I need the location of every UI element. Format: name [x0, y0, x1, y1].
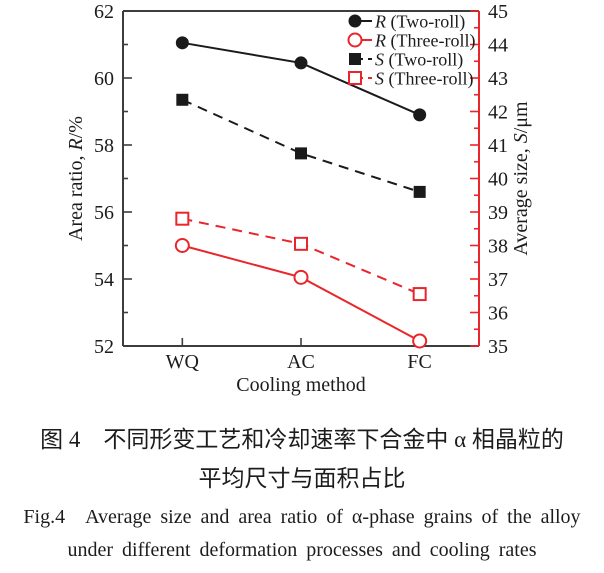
legend: R (Two-roll)R (Three-roll)S (Two-roll)S … — [347, 12, 475, 90]
caption-english-line1: Fig.4 Average size and area ratio of α-p… — [23, 506, 581, 528]
x-tick-label: WQ — [166, 351, 200, 373]
right-tick-label: 41 — [488, 135, 508, 157]
right-tick-label: 42 — [488, 102, 508, 124]
legend-item: S (Three-roll) — [348, 69, 473, 90]
right-tick-label: 37 — [488, 269, 508, 291]
legend-item: R (Three-roll) — [347, 31, 475, 52]
caption-chinese-line1: 图 4 不同形变工艺和冷却速率下合金中 α 相晶粒的 — [40, 427, 564, 452]
x-tick-label: FC — [407, 351, 431, 373]
left-tick-label: 52 — [94, 336, 114, 358]
legend-label: S (Three-roll) — [375, 69, 473, 90]
series-r-two-roll- — [175, 36, 427, 122]
legend-label: R (Two-roll) — [374, 12, 465, 33]
legend-label: S (Two-roll) — [375, 50, 463, 71]
left-tick-label: 54 — [94, 269, 114, 291]
series-r-three-roll- — [174, 238, 428, 349]
right-tick-label: 35 — [488, 336, 508, 358]
x-tick-label: AC — [287, 351, 315, 373]
right-tick-label: 45 — [488, 1, 508, 23]
line-chart: 52 54 56 58 60 62 35 36 37 38 39 40 41 42 43 44 45 WQ AC FC… — [65, 1, 532, 396]
series-s-two-roll- — [176, 93, 426, 198]
right-tick-label: 44 — [488, 35, 508, 57]
left-tick-label: 62 — [94, 1, 114, 23]
x-axis-title: Cooling method — [236, 374, 365, 396]
caption-chinese-line2: 平均尺寸与面积占比 — [198, 466, 406, 491]
right-tick-label: 36 — [488, 303, 508, 325]
right-tick-label: 38 — [488, 236, 508, 258]
left-tick-label: 60 — [94, 68, 114, 90]
left-axis: 52 54 56 58 60 62 — [94, 1, 132, 358]
left-tick-label: 56 — [94, 202, 114, 224]
legend-item: S (Two-roll) — [349, 50, 463, 71]
right-tick-label: 40 — [488, 169, 508, 191]
right-tick-label: 43 — [488, 68, 508, 90]
legend-item: R (Two-roll) — [348, 12, 465, 33]
caption-english-line2: under different deformation processes an… — [67, 539, 537, 561]
left-tick-label: 58 — [94, 135, 114, 157]
legend-label: R (Three-roll) — [374, 31, 475, 52]
x-axis: WQ AC FC Cooling method — [166, 338, 432, 396]
right-tick-label: 39 — [488, 202, 508, 224]
right-axis: 35 36 37 38 39 40 41 42 43 44 45 — [470, 1, 508, 358]
left-axis-title: Area ratio, R/% — [65, 116, 87, 241]
right-axis-title: Average size, S/μm — [510, 101, 532, 256]
series-s-three-roll- — [175, 211, 427, 302]
